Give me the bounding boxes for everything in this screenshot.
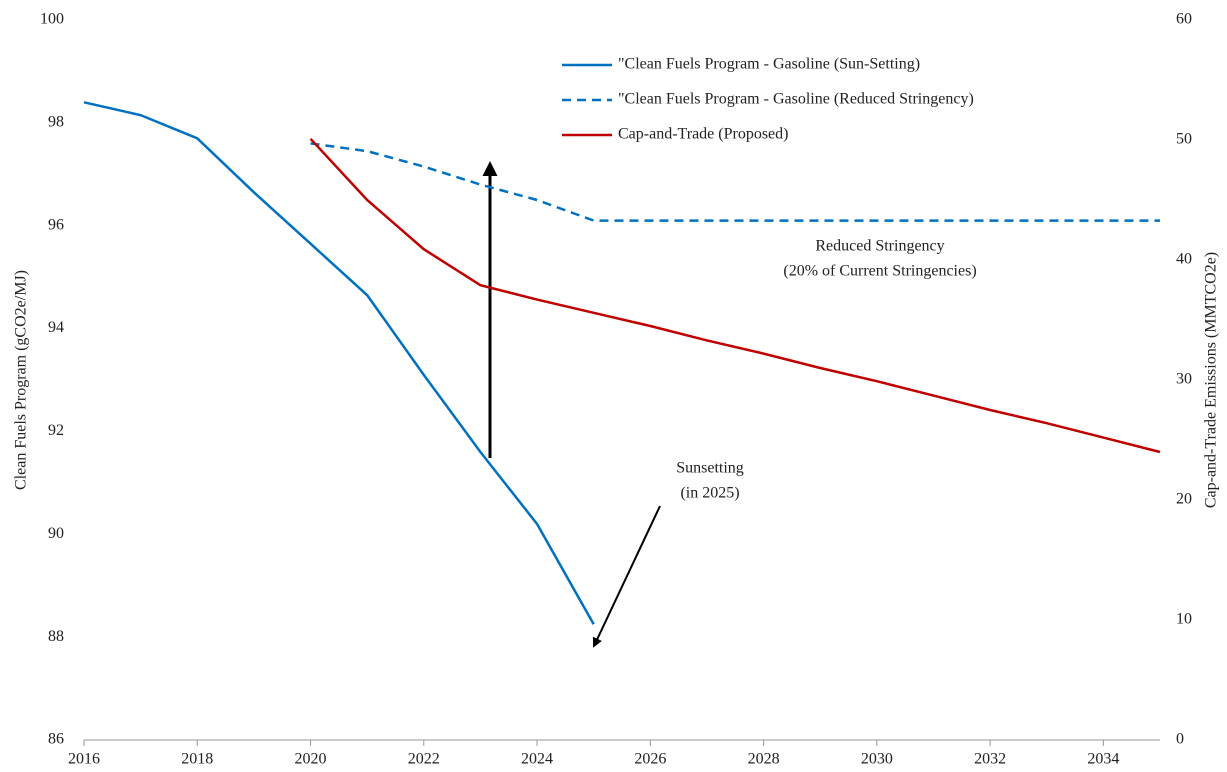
x-tick-label: 2024 [521, 751, 553, 768]
x-tick-label: 2034 [1087, 751, 1119, 768]
x-tick-label: 2030 [861, 751, 893, 768]
y-tick-label: 98 [48, 114, 64, 131]
y2-tick-label: 30 [1176, 371, 1192, 388]
x-tick-label: 2028 [748, 751, 780, 768]
y-axis-label: Clean Fuels Program (gCO2e/MJ) [13, 270, 30, 490]
y2-tick-label: 10 [1176, 611, 1192, 628]
y-tick-label: 86 [48, 731, 64, 748]
y2-tick-label: 60 [1176, 11, 1192, 28]
y-tick-label: 96 [48, 216, 64, 233]
y2-tick-label: 50 [1176, 131, 1192, 148]
y-tick-label: 88 [48, 628, 64, 645]
legend-label: "Clean Fuels Program - Gasoline (Reduced… [618, 91, 974, 108]
legend-label: Cap-and-Trade (Proposed) [618, 126, 788, 143]
x-tick-label: 2020 [295, 751, 327, 768]
x-tick-label: 2032 [974, 751, 1006, 768]
series-line [309, 137, 1161, 454]
annotation: Sunsetting [676, 460, 744, 477]
x-tick-label: 2018 [181, 751, 213, 768]
series-line [310, 142, 1160, 222]
y2-tick-label: 20 [1176, 491, 1192, 508]
x-tick-label: 2026 [634, 751, 666, 768]
annotation: (in 2025) [680, 485, 739, 502]
x-tick-label: 2022 [408, 751, 440, 768]
x-tick-label: 2016 [68, 751, 100, 768]
annotation: (20% of Current Stringencies) [783, 263, 976, 280]
y2-tick-label: 40 [1176, 251, 1192, 268]
y2-tick-label: 0 [1176, 731, 1184, 748]
y-tick-label: 100 [40, 11, 64, 28]
series-line [83, 101, 595, 625]
annotation: Reduced Stringency [815, 238, 944, 255]
legend-label: "Clean Fuels Program - Gasoline (Sun-Set… [618, 56, 920, 73]
y-tick-label: 94 [48, 319, 64, 336]
y-tick-label: 92 [48, 422, 64, 439]
y-tick-label: 90 [48, 525, 64, 542]
arrow [592, 505, 661, 648]
y2-axis-label: Cap-and-Trade Emissions (MMTCO2e) [1203, 252, 1220, 508]
